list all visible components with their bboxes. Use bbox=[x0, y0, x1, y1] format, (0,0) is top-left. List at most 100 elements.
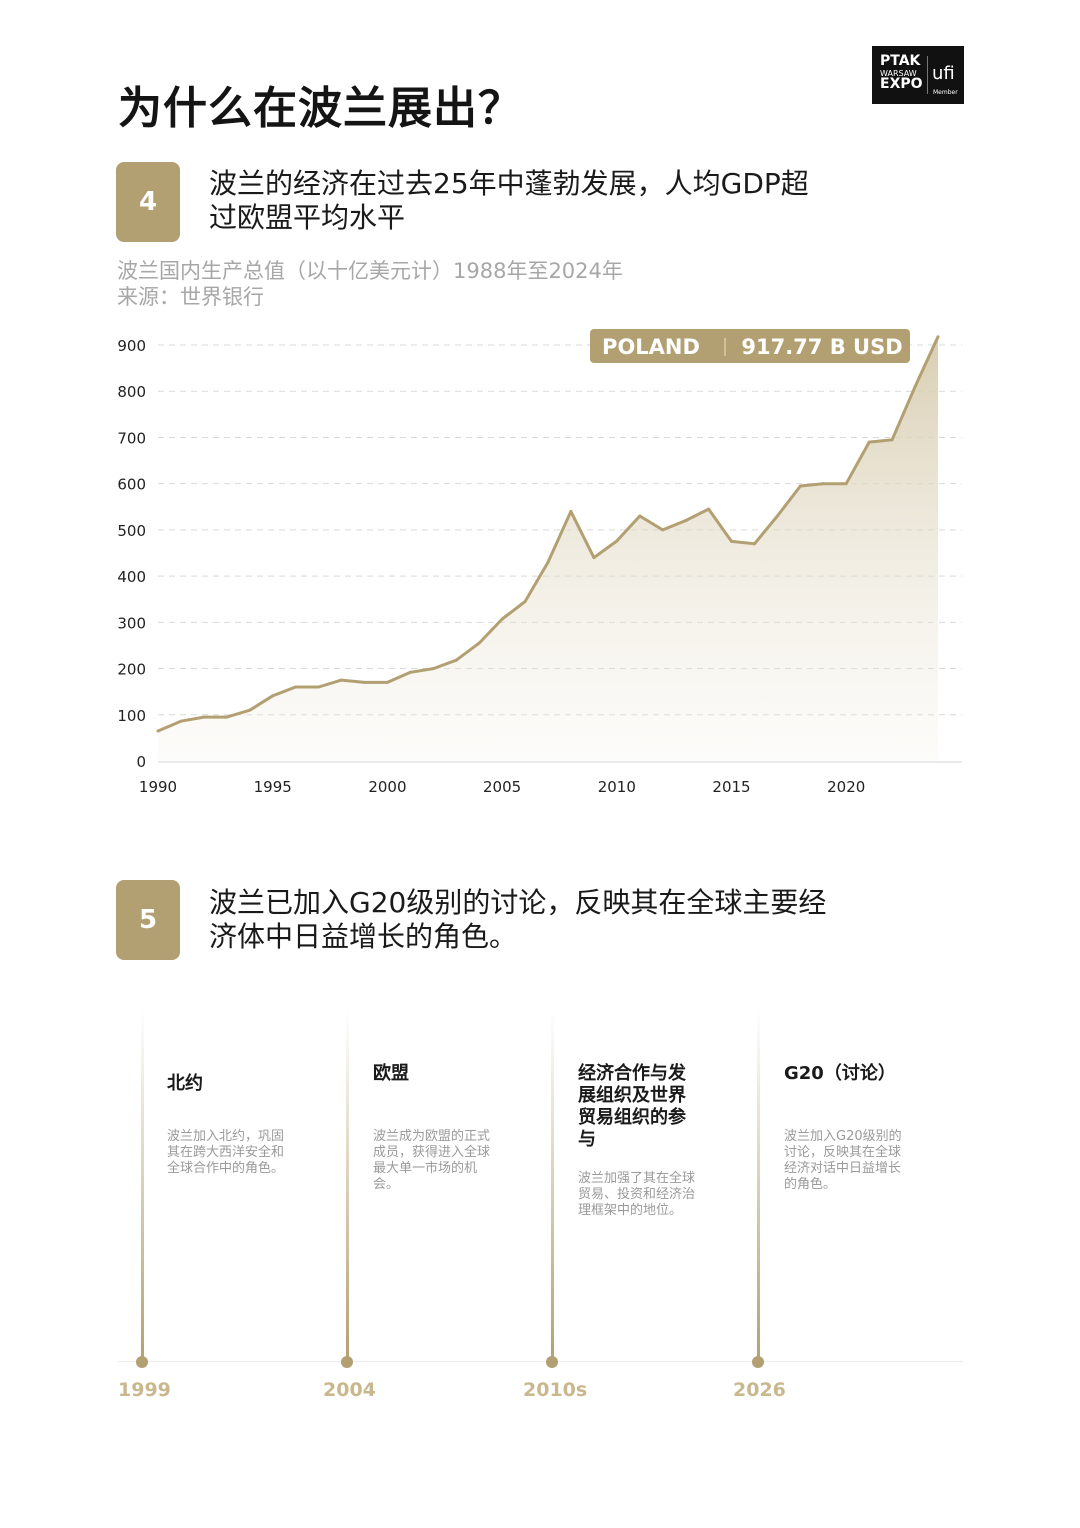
data-point bbox=[707, 507, 711, 511]
data-point bbox=[844, 482, 848, 486]
data-point bbox=[317, 685, 321, 689]
data-point bbox=[821, 482, 825, 486]
timeline-desc-oecd-wto: 波兰加强了其在全球 贸易、投资和经济治 理框架中的地位。 bbox=[578, 1171, 718, 1219]
timeline-desc-eu: 波兰成为欧盟的正式 成员，获得进入全球 最大单一市场的机 会。 bbox=[373, 1129, 513, 1193]
data-point bbox=[775, 514, 779, 518]
section-5-heading-line-1: 波兰已加入G20级别的讨论，反映其在全球主要经 bbox=[209, 886, 827, 919]
logo-text-warsaw: WARSAW bbox=[880, 69, 917, 78]
x-tick-label: 2010 bbox=[598, 778, 636, 796]
data-point bbox=[890, 438, 894, 442]
data-point bbox=[546, 560, 550, 564]
logo-text-expo: EXPO bbox=[880, 76, 923, 92]
title-line: 贸易组织的参 bbox=[578, 1107, 686, 1128]
timeline-title-nato: 北约 bbox=[167, 1073, 203, 1094]
timeline-year-2004: 2004 bbox=[323, 1379, 376, 1401]
data-point bbox=[569, 509, 573, 513]
data-point bbox=[225, 715, 229, 719]
logo-divider bbox=[927, 56, 928, 94]
y-axis-ticks: 0 100 200 300 400 500 600 700 800 900 bbox=[117, 337, 146, 771]
timeline-desc-g20: 波兰加入G20级别的 讨论，反映其在全球 经济对话中日益增长 的角色。 bbox=[784, 1129, 924, 1193]
desc-line: 贸易、投资和经济治 bbox=[578, 1187, 696, 1202]
desc-line: 理框架中的地位。 bbox=[578, 1203, 683, 1218]
y-tick-label: 200 bbox=[117, 661, 146, 679]
y-tick-label: 800 bbox=[117, 383, 146, 401]
section-5-badge: 5 bbox=[116, 880, 180, 960]
data-point bbox=[408, 670, 412, 674]
logo-text-ufi: ufi bbox=[932, 63, 955, 84]
section-4-badge: 4 bbox=[116, 162, 180, 242]
x-axis-ticks: 1990 1995 2000 2005 2010 2015 2020 bbox=[139, 778, 865, 796]
data-point bbox=[592, 556, 596, 560]
timeline-line-1999 bbox=[141, 1010, 144, 1362]
data-point bbox=[294, 685, 298, 689]
x-tick-label: 2005 bbox=[483, 778, 521, 796]
desc-line: 波兰加入G20级别的 bbox=[784, 1129, 902, 1144]
data-point bbox=[362, 680, 366, 684]
title-line: 经济合作与发 bbox=[578, 1063, 686, 1084]
timeline-line-2026 bbox=[757, 1010, 760, 1362]
data-point bbox=[271, 694, 275, 698]
desc-line: 其在跨大西洋安全和 bbox=[167, 1145, 285, 1160]
desc-line: 波兰成为欧盟的正式 bbox=[373, 1129, 491, 1144]
data-point bbox=[340, 678, 344, 682]
desc-line: 讨论，反映其在全球 bbox=[784, 1145, 902, 1160]
data-point bbox=[431, 667, 435, 671]
gdp-area-fill bbox=[158, 336, 938, 761]
timeline-title-oecd-wto: 经济合作与发 展组织及世界 贸易组织的参 与 bbox=[578, 1063, 718, 1151]
logo-text-member: Member bbox=[933, 89, 958, 96]
timeline-dot-2010s bbox=[546, 1356, 558, 1368]
callout-background bbox=[590, 329, 910, 363]
data-point bbox=[684, 519, 688, 523]
y-tick-label: 100 bbox=[117, 707, 146, 725]
chart-subtitle: 波兰国内生产总值（以十亿美元计）1988年至2024年 来源：世界银行 bbox=[117, 258, 623, 310]
desc-line: 波兰加入北约，巩固 bbox=[167, 1129, 285, 1144]
timeline-title-eu: 欧盟 bbox=[373, 1063, 409, 1084]
desc-line: 经济对话中日益增长 bbox=[784, 1161, 902, 1176]
desc-line: 成员，获得进入全球 bbox=[373, 1145, 491, 1160]
y-tick-label: 700 bbox=[117, 429, 146, 447]
gdp-data-points bbox=[156, 335, 940, 733]
timeline-dot-2004 bbox=[341, 1356, 353, 1368]
timeline-line-2010s bbox=[551, 1010, 554, 1362]
y-tick-label: 500 bbox=[117, 522, 146, 540]
page-title: 为什么在波兰展出？ bbox=[118, 83, 523, 134]
section-4-heading: 波兰的经济在过去25年中蓬勃发展，人均GDP超 过欧盟平均水平 bbox=[209, 167, 909, 235]
data-point bbox=[638, 514, 642, 518]
title-line: 展组织及世界 bbox=[578, 1085, 686, 1106]
data-point bbox=[661, 528, 665, 532]
desc-line: 的角色。 bbox=[784, 1177, 837, 1192]
data-point bbox=[156, 729, 160, 733]
data-point bbox=[523, 600, 527, 604]
callout-value: 917.77 B USD bbox=[741, 335, 902, 359]
value-callout: POLAND 917.77 B USD bbox=[590, 329, 910, 363]
desc-line: 会。 bbox=[373, 1177, 400, 1192]
data-point bbox=[730, 539, 734, 543]
chart-subtitle-line-2: 来源：世界银行 bbox=[117, 285, 264, 309]
callout-label: POLAND bbox=[602, 335, 700, 359]
y-tick-label: 0 bbox=[136, 753, 146, 771]
x-tick-label: 2000 bbox=[368, 778, 406, 796]
y-tick-label: 400 bbox=[117, 568, 146, 586]
section-5-heading-line-2: 济体中日益增长的角色。 bbox=[209, 920, 518, 953]
data-point bbox=[867, 440, 871, 444]
desc-line: 最大单一市场的机 bbox=[373, 1161, 478, 1176]
data-point bbox=[248, 708, 252, 712]
ptak-warsaw-expo-logo: PTAK WARSAW EXPO ufi Member bbox=[872, 46, 964, 104]
data-point bbox=[936, 335, 940, 339]
timeline-dot-1999 bbox=[136, 1356, 148, 1368]
y-tick-label: 300 bbox=[117, 614, 146, 632]
data-point bbox=[798, 484, 802, 488]
desc-line: 波兰加强了其在全球 bbox=[578, 1171, 696, 1186]
x-tick-label: 2020 bbox=[827, 778, 865, 796]
x-tick-label: 2015 bbox=[712, 778, 750, 796]
timeline-year-1999: 1999 bbox=[118, 1379, 171, 1401]
chart-subtitle-line-1: 波兰国内生产总值（以十亿美元计）1988年至2024年 bbox=[117, 259, 623, 283]
y-tick-label: 900 bbox=[117, 337, 146, 355]
timeline-line-2004 bbox=[346, 1010, 349, 1362]
data-point bbox=[179, 719, 183, 723]
title-line: 与 bbox=[578, 1129, 596, 1150]
data-point bbox=[385, 680, 389, 684]
timeline-year-2026: 2026 bbox=[733, 1379, 786, 1401]
timeline-dot-2026 bbox=[752, 1356, 764, 1368]
gdp-area-chart: 0 100 200 300 400 500 600 700 800 900 1990 1995 200… bbox=[117, 329, 962, 796]
